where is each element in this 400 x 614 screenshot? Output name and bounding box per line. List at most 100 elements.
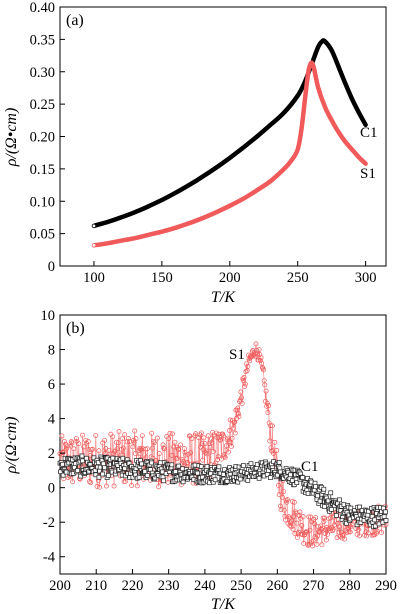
panel-b-point-s1 (200, 447, 206, 453)
panel-b-point-s1 (270, 448, 276, 454)
panel-b-point-s1 (68, 443, 74, 449)
panel-b-point-s1 (166, 436, 172, 442)
panel-b-point-c1 (63, 469, 69, 475)
panel-b-point-s1 (276, 482, 282, 488)
panel-b-point-s1 (267, 438, 273, 444)
panel-b-point-s1 (281, 507, 287, 513)
panel-b-point-c1 (204, 464, 210, 469)
panel-b-point-s1 (276, 492, 282, 498)
panel-b-point-s1 (278, 503, 283, 509)
panel-b-point-s1 (205, 433, 211, 439)
panel-b-point-s1 (73, 436, 79, 442)
panel-a-label: (a) (66, 12, 84, 29)
panel-b-xtick-label: 270 (303, 578, 325, 594)
panel-b-point-s1 (374, 530, 380, 536)
panel-b-point-s1 (342, 536, 347, 542)
panel-b-point-c1 (200, 474, 205, 480)
panel-b-point-s1 (116, 429, 122, 435)
panel-b-point-s1 (238, 389, 244, 395)
panel-b-point-c1 (91, 455, 97, 461)
panel-a-series-label-s1: S1 (360, 166, 376, 182)
panel-b-point-s1 (297, 509, 303, 515)
panel-b-point-s1 (204, 451, 210, 457)
panel-b-point-c1 (322, 504, 327, 509)
panel-b-xtick-label: 240 (194, 578, 216, 594)
panel-b-point-s1 (198, 430, 204, 436)
panel-b-point-s1 (144, 446, 150, 452)
panel-b-point-s1 (354, 531, 360, 537)
panel-b-point-s1 (227, 417, 233, 423)
panel-b-point-c1 (366, 508, 371, 514)
panel-b-point-s1 (271, 450, 277, 456)
panel-b-point-s1 (313, 515, 319, 521)
panel-b-point-s1 (349, 521, 355, 527)
panel-b-ylabel: ρ/(Ω·cm) (3, 416, 20, 474)
panel-b-point-s1 (119, 436, 125, 442)
panel-b-xtick-label: 220 (122, 578, 144, 594)
panel-b-point-s1 (289, 518, 295, 524)
panel-b-point-s1 (269, 423, 275, 429)
panel-b-point-s1 (122, 432, 128, 438)
panel-b-point-s1 (141, 452, 147, 458)
panel-b-point-c1 (78, 473, 84, 479)
panel-b-point-s1 (175, 446, 181, 452)
panel-b-point-c1 (341, 502, 347, 508)
panel-b-point-c1 (60, 472, 66, 478)
panel-a-ylabel: ρ/(Ω•cm) (3, 108, 20, 168)
panel-b-point-s1 (129, 483, 135, 488)
panel-b-point-s1 (310, 543, 315, 549)
panel-b-point-s1 (294, 520, 300, 526)
panel-b-point-s1 (236, 413, 242, 419)
panel-b-point-s1 (156, 451, 162, 457)
panel-b-point-c1 (142, 469, 148, 474)
panel-b-xtick-label: 210 (85, 578, 107, 594)
panel-b-point-s1 (202, 441, 208, 446)
panel-b-point-s1 (267, 423, 273, 429)
panel-a-ytick-label: 0.25 (30, 97, 55, 113)
panel-b-point-s1 (282, 513, 288, 519)
panel-b-point-s1 (218, 437, 224, 443)
panel-b-point-s1 (96, 448, 102, 454)
panel-b-point-s1 (262, 382, 268, 388)
panel-b-series-label-s1: S1 (229, 347, 245, 363)
panel-a-ytick-label: 0.15 (30, 162, 55, 178)
panel-b-point-s1 (134, 483, 140, 489)
panel-b-point-s1 (278, 507, 284, 512)
panel-b-point-s1 (291, 499, 297, 505)
panel-b-point-s1 (256, 357, 261, 363)
panel-b-point-c1 (317, 498, 323, 504)
panel-b-point-s1 (200, 457, 206, 463)
panel-b-point-s1 (321, 519, 327, 525)
panel-b-point-s1 (272, 439, 278, 445)
panel-b-point-s1 (235, 405, 241, 411)
panel-b-point-c1 (274, 472, 280, 478)
panel-b-point-s1 (379, 530, 385, 535)
panel-b-point-s1 (94, 483, 100, 489)
panel-b-point-s1 (279, 494, 285, 500)
panel-b-point-c1 (58, 469, 63, 475)
panel-b-point-c1 (344, 520, 349, 526)
panel-b-point-c1 (110, 455, 116, 461)
panel-b-point-c1 (100, 461, 106, 467)
panel-b-point-c1 (120, 455, 126, 461)
panel-b-point-s1 (104, 483, 109, 489)
panel-b-point-s1 (256, 347, 262, 352)
panel-b-point-c1 (383, 509, 388, 515)
panel-b-point-s1 (193, 431, 199, 437)
panel-a-xtick-label: 250 (287, 270, 309, 286)
panel-b-point-s1 (306, 541, 312, 547)
panel-b-point-s1 (216, 431, 222, 437)
panel-b-point-s1 (124, 439, 130, 445)
panel-b-point-c1 (294, 480, 300, 486)
panel-b-point-s1 (156, 484, 162, 490)
panel-a-ticks-layer: 100 150 200 250 300 0 0.05 0.10 0.15 0.20 0.25 0.30… (30, 0, 377, 286)
panel-b-point-s1 (169, 452, 175, 458)
panel-a-ytick-label: 0.35 (30, 32, 55, 48)
panel-b-point-s1 (203, 448, 209, 454)
panel-b-point-s1 (266, 403, 271, 409)
panel-b-point-s1 (312, 534, 318, 540)
panel-b-point-c1 (372, 517, 378, 523)
panel-b-point-c1 (173, 469, 178, 474)
panel-b-point-s1 (167, 430, 173, 436)
